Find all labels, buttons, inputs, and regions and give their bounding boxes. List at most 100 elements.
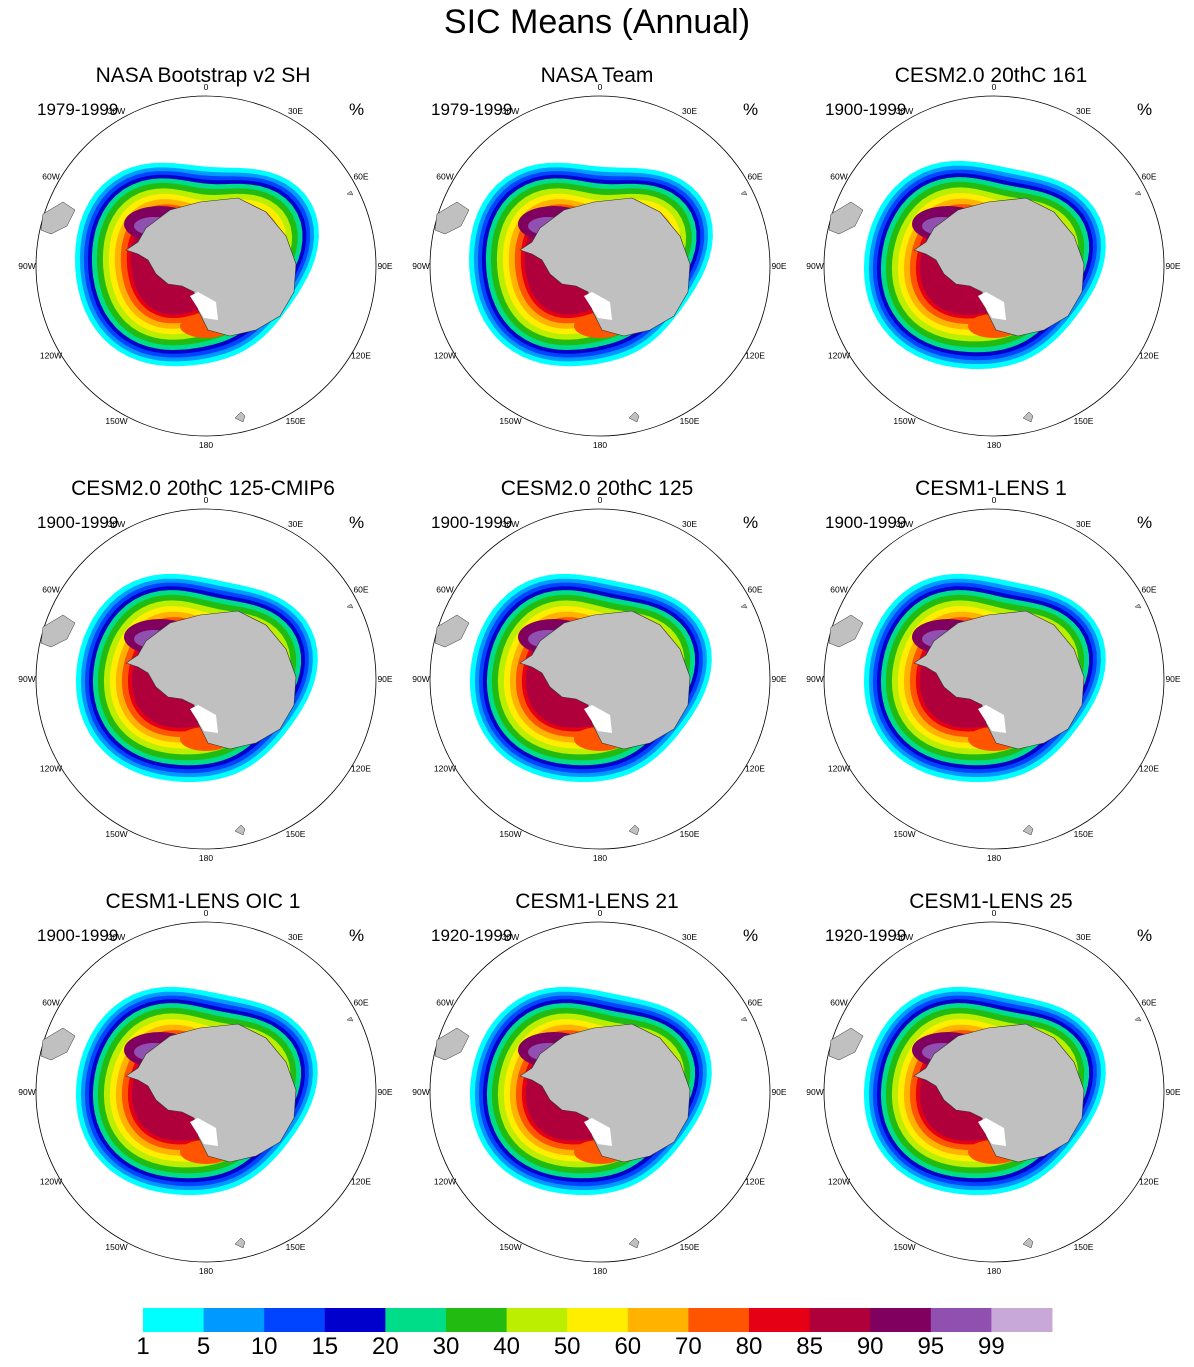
longitude-label: 150W xyxy=(893,416,915,426)
longitude-label: 0 xyxy=(598,497,603,505)
longitude-label: 90E xyxy=(771,674,786,684)
longitude-label: 120E xyxy=(745,351,765,361)
south-america-land xyxy=(40,1027,76,1061)
polar-map: 0 30E 60E 90E 120E 150E 180 150W 120W 90W 60W 30W xyxy=(18,910,393,1276)
island-land xyxy=(740,603,748,609)
longitude-label: 150E xyxy=(1074,1242,1094,1252)
south-america-land xyxy=(40,614,76,648)
longitude-label: 0 xyxy=(598,910,603,918)
polar-map: 0 30E 60E 90E 120E 150E 180 150W 120W 90W 60W 30W xyxy=(412,910,787,1276)
longitude-label: 60E xyxy=(353,585,368,595)
longitude-label: 120W xyxy=(434,764,456,774)
island-land xyxy=(628,824,640,836)
antarctica-land xyxy=(125,197,297,337)
antarctica-land xyxy=(125,610,297,750)
colorbar-swatch xyxy=(749,1308,811,1332)
island-land xyxy=(1022,824,1034,836)
panel-years: 1900-1999 xyxy=(37,513,119,532)
ice-shelf xyxy=(190,292,218,320)
longitude-label: 180 xyxy=(593,853,607,863)
map-panel: NASA Team 1979-1999% 0 30E 60E 90E 120E 150E 180… xyxy=(399,64,795,474)
ice-shelf xyxy=(584,1118,612,1146)
longitude-label: 0 xyxy=(204,910,209,918)
longitude-label: 150E xyxy=(680,1242,700,1252)
longitude-label: 120W xyxy=(434,1177,456,1187)
antarctica-land xyxy=(519,1023,691,1163)
longitude-label: 120W xyxy=(40,351,62,361)
longitude-label: 60W xyxy=(42,585,59,595)
longitude-label: 0 xyxy=(598,84,603,92)
colorbar-swatch xyxy=(930,1308,992,1332)
longitude-label: 90E xyxy=(377,261,392,271)
ice-shelf xyxy=(978,292,1006,320)
longitude-label: 90W xyxy=(806,674,823,684)
longitude-label: 120W xyxy=(828,351,850,361)
colorbar-swatch xyxy=(264,1308,326,1332)
colorbar-swatch xyxy=(991,1308,1053,1332)
longitude-label: 30W xyxy=(896,932,913,942)
polar-map: 0 30E 60E 90E 120E 150E 180 150W 120W 90W 60W 30W xyxy=(18,84,393,450)
panel-years: 1900-1999 xyxy=(825,513,907,532)
longitude-label: 180 xyxy=(199,440,213,450)
colorbar-swatch xyxy=(567,1308,629,1332)
longitude-label: 150W xyxy=(105,829,127,839)
ice-shelf xyxy=(190,1118,218,1146)
island-land xyxy=(346,1016,354,1022)
longitude-label: 90W xyxy=(412,1087,429,1097)
panel-unit: % xyxy=(1137,100,1153,119)
longitude-label: 120E xyxy=(351,764,371,774)
ice-shelf xyxy=(978,1118,1006,1146)
longitude-label: 120E xyxy=(351,351,371,361)
ice-shelf xyxy=(584,705,612,733)
colorbar-swatch xyxy=(870,1308,932,1332)
longitude-label: 90E xyxy=(771,261,786,271)
longitude-label: 60W xyxy=(42,172,59,182)
map-panel: CESM2.0 20thC 125-CMIP6 1900-1999% 0 30E 60E… xyxy=(5,477,401,887)
panel-title: CESM1-LENS 1 xyxy=(915,477,1067,500)
panel-years: 1900-1999 xyxy=(431,513,513,532)
panel-unit: % xyxy=(743,513,759,532)
antarctica-land xyxy=(913,197,1085,337)
longitude-label: 60W xyxy=(830,172,847,182)
colorbar-level-label: 80 xyxy=(735,1333,763,1360)
longitude-label: 90E xyxy=(771,1087,786,1097)
longitude-label: 0 xyxy=(204,497,209,505)
longitude-label: 60W xyxy=(436,585,453,595)
map-panel: CESM2.0 20thC 125 1900-1999% 0 30E 60E 90E 120… xyxy=(399,477,795,887)
map-panel: CESM1-LENS 21 1920-1999% 0 30E 60E 90E 120E 150… xyxy=(399,890,795,1300)
panel-title: CESM2.0 20thC 125 xyxy=(500,477,694,500)
longitude-label: 60E xyxy=(747,585,762,595)
south-america-land xyxy=(434,201,470,235)
colorbar-level-label: 90 xyxy=(856,1333,884,1360)
longitude-label: 150W xyxy=(893,829,915,839)
longitude-label: 120E xyxy=(1139,1177,1159,1187)
longitude-label: 30E xyxy=(1076,519,1091,529)
panel-unit: % xyxy=(1137,926,1153,945)
ice-shelf xyxy=(584,292,612,320)
colorbar-swatch xyxy=(446,1308,508,1332)
longitude-label: 150E xyxy=(680,829,700,839)
antarctica-land xyxy=(125,1023,297,1163)
longitude-label: 60W xyxy=(436,172,453,182)
longitude-label: 30E xyxy=(288,932,303,942)
longitude-label: 60W xyxy=(830,585,847,595)
longitude-label: 120W xyxy=(828,1177,850,1187)
longitude-label: 180 xyxy=(593,1266,607,1276)
longitude-label: 30E xyxy=(1076,106,1091,116)
longitude-label: 90W xyxy=(18,261,35,271)
longitude-label: 60E xyxy=(353,998,368,1008)
panel-unit: % xyxy=(349,513,365,532)
longitude-label: 90E xyxy=(1165,261,1180,271)
longitude-label: 30W xyxy=(108,932,125,942)
longitude-label: 30E xyxy=(288,106,303,116)
longitude-label: 30E xyxy=(682,932,697,942)
longitude-label: 180 xyxy=(987,440,1001,450)
antarctica-land xyxy=(519,197,691,337)
longitude-label: 0 xyxy=(204,84,209,92)
colorbar xyxy=(143,1308,1053,1332)
polar-map: 0 30E 60E 90E 120E 150E 180 150W 120W 90W 60W 30W xyxy=(412,84,787,450)
longitude-label: 120E xyxy=(351,1177,371,1187)
longitude-label: 150E xyxy=(286,1242,306,1252)
island-land xyxy=(234,411,246,423)
island-land xyxy=(1022,411,1034,423)
